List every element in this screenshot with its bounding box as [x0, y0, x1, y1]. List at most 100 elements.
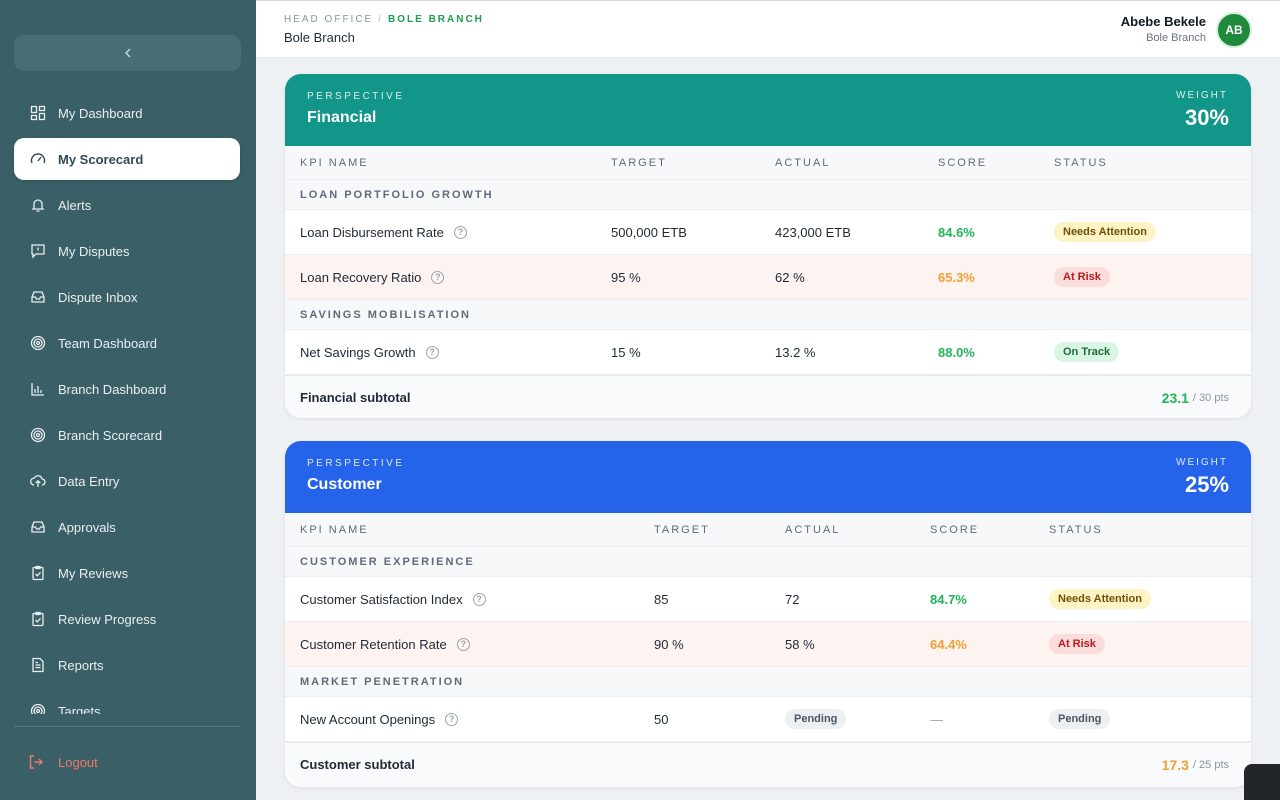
column-header-status: STATUS [1049, 523, 1103, 536]
kpi-actual: 13.2 % [775, 344, 816, 360]
target-icon [28, 701, 48, 714]
sidebar-item-label: My Scorecard [58, 151, 144, 167]
sidebar-item-my-reviews[interactable]: My Reviews [14, 552, 240, 594]
table-row[interactable]: Loan Recovery Ratio? 95 % 62 % 65.3% At … [285, 255, 1251, 300]
kpi-group-name: LOAN PORTFOLIO GROWTH [300, 188, 494, 201]
user-branch: Bole Branch [1146, 32, 1206, 44]
table-row[interactable]: New Account Openings? 50 Pending — Pendi… [285, 697, 1251, 742]
sidebar-item-label: My Disputes [58, 243, 130, 259]
breadcrumb-separator: / [378, 14, 384, 25]
breadcrumb-item-head-office[interactable]: HEAD OFFICE [284, 14, 374, 25]
column-header-actual: ACTUAL [775, 156, 831, 169]
sidebar-item-label: Review Progress [58, 611, 157, 627]
sidebar-item-branch-dashboard[interactable]: Branch Dashboard [14, 368, 240, 410]
table-row[interactable]: Customer Satisfaction Index? 85 72 84.7%… [285, 577, 1251, 622]
subtotal-max: / 30 pts [1192, 391, 1229, 404]
kpi-group-header: LOAN PORTFOLIO GROWTH [285, 180, 1251, 210]
chevron-left-icon [124, 48, 130, 58]
sidebar-item-my-scorecard[interactable]: My Scorecard [14, 138, 240, 180]
weight-label: WEIGHT [1176, 457, 1228, 468]
sidebar-item-review-progress[interactable]: Review Progress [14, 598, 240, 640]
breadcrumb-item-current: BOLE BRANCH [388, 14, 484, 25]
kpi-group-header: CUSTOMER EXPERIENCE [285, 547, 1251, 577]
logout-icon [28, 752, 48, 772]
help-icon[interactable]: ? [453, 225, 467, 239]
sidebar-nav: My Dashboard My Scorecard Alerts My Disp… [0, 90, 256, 714]
column-header-kpi-name: KPI NAME [300, 156, 369, 169]
kpi-name: Loan Disbursement Rate [300, 224, 444, 240]
perspective-label: PERSPECTIVE [307, 458, 405, 469]
help-icon[interactable]: ? [456, 637, 470, 651]
kpi-actual: 62 % [775, 269, 805, 285]
grid-icon [28, 103, 48, 123]
table-header: KPI NAME TARGET ACTUAL SCORE STATUS [285, 146, 1251, 180]
perspective-label: PERSPECTIVE [307, 91, 405, 102]
sidebar-item-dispute-inbox[interactable]: Dispute Inbox [14, 276, 240, 318]
sidebar-item-alerts[interactable]: Alerts [14, 184, 240, 226]
sidebar-item-reports[interactable]: Reports [14, 644, 240, 686]
kpi-target: 90 % [654, 636, 684, 652]
perspective-header: PERSPECTIVE Financial WEIGHT 30% [285, 74, 1251, 146]
file-icon [28, 655, 48, 675]
subtotal-value: 17.3 [1161, 756, 1189, 773]
column-header-actual: ACTUAL [785, 523, 841, 536]
table-row[interactable]: Loan Disbursement Rate? 500,000 ETB 423,… [285, 210, 1251, 255]
sidebar-divider [14, 726, 240, 727]
clipboard-check-icon [28, 609, 48, 629]
help-icon[interactable]: ? [431, 270, 445, 284]
column-header-target: TARGET [611, 156, 667, 169]
kpi-score: 88.0% [938, 344, 975, 360]
sidebar-item-label: Alerts [58, 197, 92, 213]
kpi-group-name: SAVINGS MOBILISATION [300, 308, 471, 321]
kpi-name: Loan Recovery Ratio [300, 269, 422, 285]
target-icon [28, 333, 48, 353]
table-row[interactable]: Net Savings Growth? 15 % 13.2 % 88.0% On… [285, 330, 1251, 375]
sidebar-item-branch-scorecard[interactable]: Branch Scorecard [14, 414, 240, 456]
kpi-score: 84.6% [938, 224, 975, 240]
perspective-name: Customer [307, 476, 382, 493]
kpi-name: Net Savings Growth [300, 344, 416, 360]
avatar[interactable]: AB [1216, 12, 1252, 48]
kpi-group-name: MARKET PENETRATION [300, 675, 465, 688]
sidebar-item-my-disputes[interactable]: My Disputes [14, 230, 240, 272]
target-icon [28, 425, 48, 445]
floating-widget[interactable] [1244, 764, 1280, 800]
status-badge: Pending [1049, 709, 1111, 729]
sidebar-item-approvals[interactable]: Approvals [14, 506, 240, 548]
sidebar-item-data-entry[interactable]: Data Entry [14, 460, 240, 502]
inbox-icon [28, 287, 48, 307]
top-header: HEAD OFFICE / BOLE BRANCH Bole Branch Abeb… [256, 0, 1280, 58]
perspective-card-financial: PERSPECTIVE Financial WEIGHT 30% KPI NAM… [285, 74, 1251, 418]
column-header-target: TARGET [654, 523, 710, 536]
kpi-score: — [930, 711, 943, 727]
kpi-group-header: MARKET PENETRATION [285, 667, 1251, 697]
page-subtitle: Bole Branch [284, 30, 355, 45]
sidebar-item-targets[interactable]: Targets [14, 690, 240, 714]
help-icon[interactable]: ? [445, 712, 459, 726]
kpi-actual: 423,000 ETB [775, 224, 851, 240]
kpi-target: 15 % [611, 344, 641, 360]
logout-label: Logout [58, 754, 98, 770]
kpi-score: 84.7% [930, 591, 967, 607]
sidebar-item-label: Dispute Inbox [58, 289, 138, 305]
table-row[interactable]: Customer Retention Rate? 90 % 58 % 64.4%… [285, 622, 1251, 667]
collapse-sidebar-button[interactable] [14, 35, 241, 71]
sidebar-item-my-dashboard[interactable]: My Dashboard [14, 92, 240, 134]
help-icon[interactable]: ? [472, 592, 486, 606]
sidebar-item-team-dashboard[interactable]: Team Dashboard [14, 322, 240, 364]
breadcrumb: HEAD OFFICE / BOLE BRANCH [284, 14, 484, 25]
kpi-actual: 72 [785, 591, 800, 607]
help-icon[interactable]: ? [425, 345, 439, 359]
subtotal-row: Customer subtotal 17.3/ 25 pts [285, 742, 1251, 786]
clipboard-check-icon [28, 563, 48, 583]
column-header-score: SCORE [930, 523, 980, 536]
status-badge: Needs Attention [1049, 589, 1151, 609]
upload-icon [28, 471, 48, 491]
logout-button[interactable]: Logout [28, 750, 98, 774]
weight-label: WEIGHT [1176, 90, 1228, 101]
column-header-score: SCORE [938, 156, 988, 169]
gauge-icon [28, 149, 48, 169]
column-header-status: STATUS [1054, 156, 1108, 169]
perspective-header: PERSPECTIVE Customer WEIGHT 25% [285, 441, 1251, 513]
kpi-name: New Account Openings [300, 711, 436, 727]
